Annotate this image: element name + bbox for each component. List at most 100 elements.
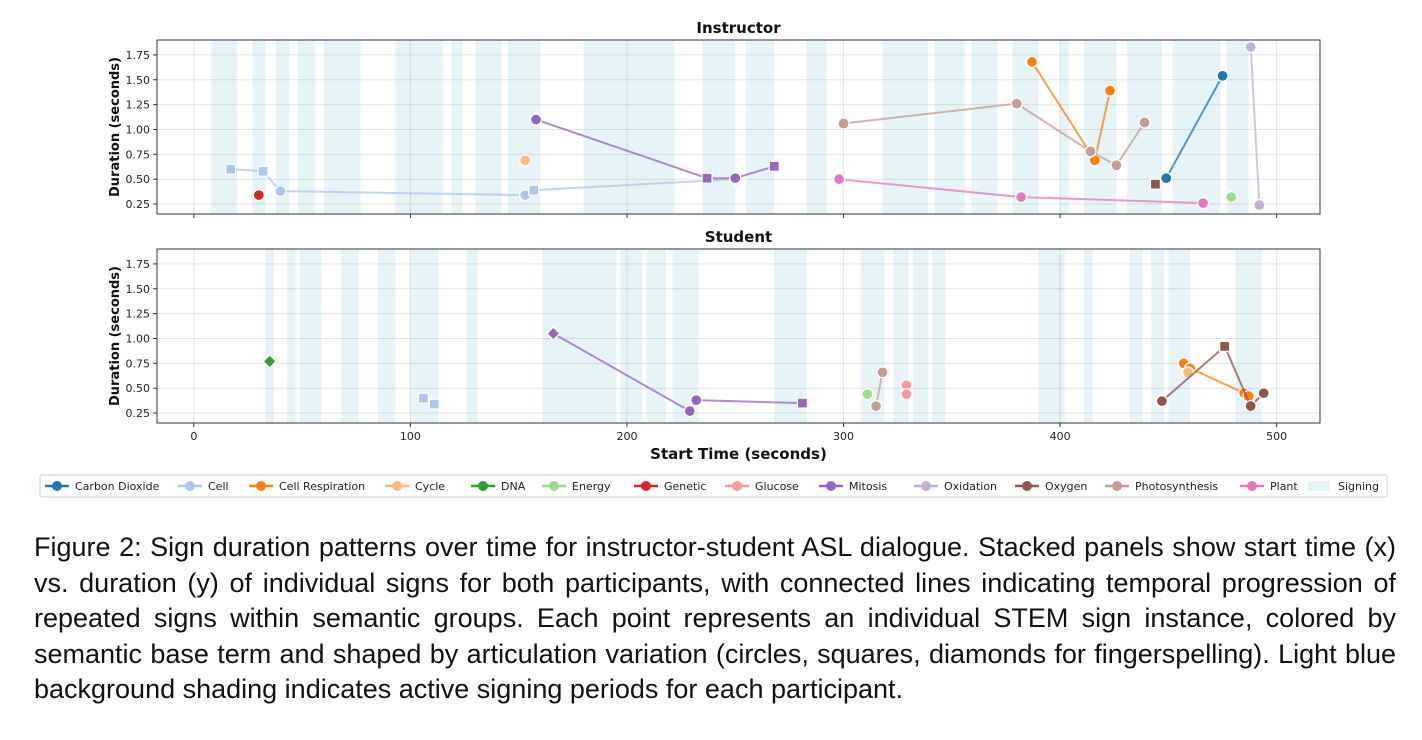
signing-period (620, 249, 643, 423)
signing-period (1129, 249, 1143, 423)
legend-label: Cell Respiration (279, 480, 365, 493)
series-line (1249, 46, 1261, 206)
series-line (1161, 344, 1265, 408)
legend-item-carbon-dioxide: Carbon Dioxide (45, 480, 160, 493)
signing-period (774, 249, 807, 423)
legend-item-cell: Cell (178, 480, 229, 493)
legend-item-signing: Signing (1308, 480, 1379, 493)
data-point (1160, 172, 1173, 185)
x-tick-label: 0 (190, 430, 197, 443)
data-point (1244, 399, 1257, 413)
series-energy (1225, 190, 1238, 204)
y-tick-label: 1.75 (126, 258, 151, 271)
figure-caption: Figure 2: Sign duration patterns over ti… (34, 532, 1396, 704)
legend-item-plant: Plant (1240, 480, 1298, 493)
series-photosynthesis (869, 366, 889, 413)
data-point (861, 388, 874, 401)
signing-period (1172, 40, 1221, 214)
legend-label: Cycle (415, 480, 445, 493)
y-tick-label: 0.75 (126, 357, 151, 370)
data-point (833, 173, 846, 186)
signing-period (932, 249, 946, 423)
signing-period (466, 249, 478, 423)
series-oxidation (1244, 40, 1266, 212)
legend-label: Glucose (755, 480, 799, 493)
data-point (1110, 159, 1123, 172)
legend-marker (921, 481, 931, 491)
data-point (529, 113, 543, 126)
legend-item-genetic: Genetic (634, 480, 706, 493)
series-mitosis (529, 113, 780, 185)
signing-period (252, 40, 266, 214)
legend-marker (641, 481, 651, 491)
data-point (683, 404, 696, 418)
legend-item-dna: DNA (471, 480, 526, 493)
legend-marker (1112, 481, 1122, 491)
legend-item-glucose: Glucose (725, 480, 799, 493)
series-line (552, 332, 803, 413)
y-tick-label: 1.00 (126, 332, 151, 345)
legend-item-oxygen: Oxygen (1015, 480, 1087, 493)
data-point (729, 172, 742, 185)
signing-period (211, 40, 238, 214)
series-oxygen (1155, 340, 1270, 413)
data-point (1196, 196, 1210, 210)
data-point (1253, 198, 1266, 212)
series-dna (262, 353, 278, 369)
data-point (1225, 190, 1238, 204)
data-point (528, 184, 540, 196)
data-point (274, 184, 287, 198)
series-photosynthesis (837, 97, 1151, 172)
legend-frame (39, 474, 1388, 498)
x-axis-label: Start Time (seconds) (650, 445, 827, 463)
legend-marker (549, 481, 559, 491)
data-point (1010, 97, 1023, 110)
signing-period (971, 40, 998, 214)
legend-label: Carbon Dioxide (75, 480, 160, 493)
axes-frame (156, 39, 1321, 215)
signing-period (934, 40, 965, 214)
data-point (1014, 190, 1028, 204)
x-tick-label: 200 (616, 430, 637, 443)
data-point (701, 172, 713, 184)
data-point (796, 397, 809, 409)
series-energy (861, 388, 874, 401)
x-tick-label: 400 (1050, 430, 1071, 443)
legend-marker (826, 481, 836, 491)
legend-patch (1308, 481, 1330, 491)
y-tick-label: 1.25 (126, 308, 151, 321)
data-point (428, 398, 440, 410)
signing-period (323, 40, 361, 214)
signing-period (1038, 249, 1065, 423)
data-point (1257, 387, 1270, 400)
data-point (545, 326, 561, 341)
legend-label: DNA (501, 480, 526, 493)
y-tick-label: 1.00 (126, 123, 151, 136)
legend-item-energy: Energy (542, 480, 611, 493)
signing-period (1012, 40, 1039, 214)
data-point (1103, 84, 1117, 97)
axes-frame (156, 248, 1321, 424)
data-point (1084, 145, 1097, 158)
signing-period (451, 40, 463, 214)
signing-period (341, 249, 359, 423)
legend-label: Oxygen (1045, 480, 1087, 493)
signing-period (583, 40, 675, 214)
legend-marker (52, 481, 62, 491)
legend-label: Cell (208, 480, 229, 493)
legend-marker (732, 481, 742, 491)
legend: Carbon Dioxide Cell Cell Respiration Cycle D… (39, 474, 1388, 498)
signing-period (1060, 40, 1069, 214)
series-carbon-dioxide (1160, 69, 1229, 185)
signing-period (646, 249, 666, 423)
data-point (1025, 55, 1039, 69)
signing-period (912, 249, 929, 423)
data-point (900, 388, 913, 401)
legend-label: Energy (572, 480, 611, 493)
legend-label: Signing (1338, 480, 1379, 493)
legend-label: Mitosis (849, 480, 887, 493)
x-tick-label: 300 (833, 430, 854, 443)
series-glucose (900, 379, 913, 401)
y-axis-label: Duration (seconds) (108, 57, 123, 197)
y-tick-label: 0.25 (126, 198, 151, 211)
